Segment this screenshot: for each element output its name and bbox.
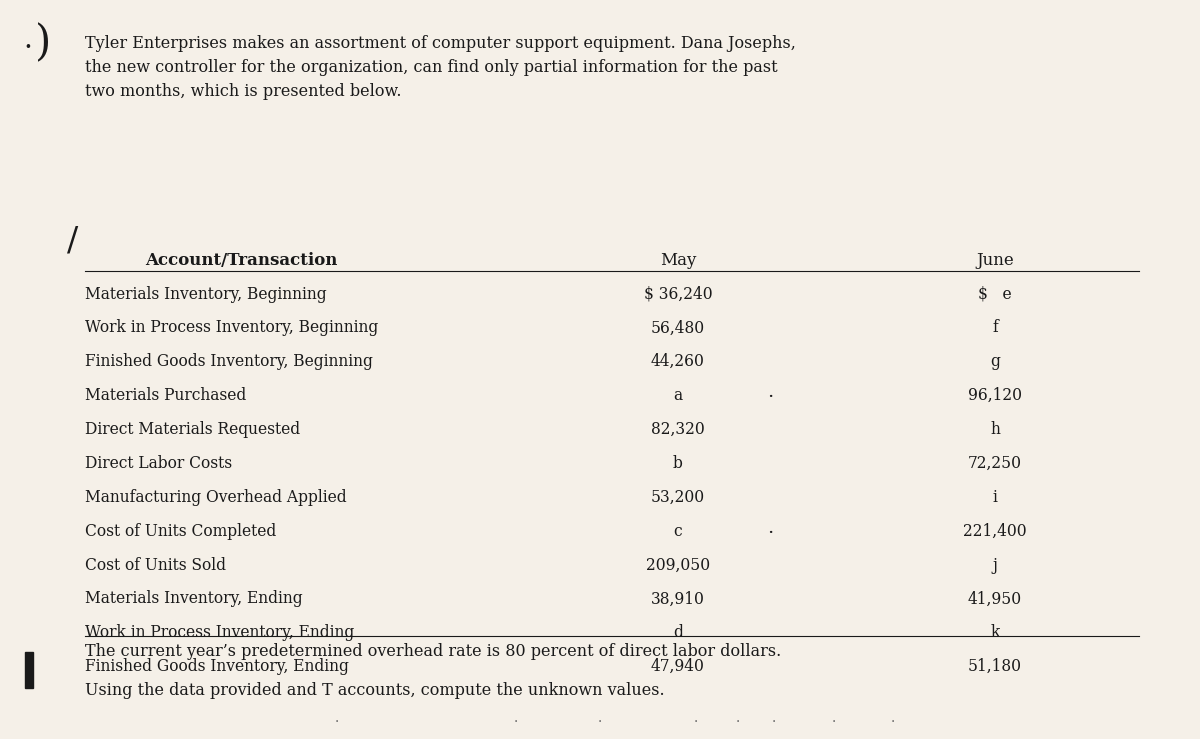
Text: May: May	[660, 252, 696, 269]
Text: k: k	[990, 624, 1000, 641]
Text: ·: ·	[694, 715, 698, 729]
Text: d: d	[673, 624, 683, 641]
Text: ·: ·	[335, 715, 338, 729]
Text: 72,250: 72,250	[968, 455, 1022, 472]
Text: 44,260: 44,260	[650, 353, 704, 370]
Text: The current year’s predetermined overhead rate is 80 percent of direct labor dol: The current year’s predetermined overhea…	[85, 644, 781, 661]
Text: Using the data provided and T accounts, compute the unknown values.: Using the data provided and T accounts, …	[85, 682, 665, 699]
Text: Direct Labor Costs: Direct Labor Costs	[85, 455, 233, 472]
Text: ·: ·	[772, 715, 775, 729]
Text: .: .	[768, 519, 774, 537]
Text: Materials Inventory, Ending: Materials Inventory, Ending	[85, 590, 302, 607]
Text: 51,180: 51,180	[968, 658, 1022, 675]
Text: 38,910: 38,910	[650, 590, 704, 607]
Text: Work in Process Inventory, Ending: Work in Process Inventory, Ending	[85, 624, 354, 641]
Text: f: f	[992, 319, 998, 336]
Text: $   e: $ e	[978, 285, 1012, 302]
Text: .: .	[768, 384, 774, 401]
Text: g: g	[990, 353, 1000, 370]
Text: a: a	[673, 387, 683, 404]
Text: i: i	[992, 488, 997, 505]
Text: Cost of Units Sold: Cost of Units Sold	[85, 556, 226, 573]
Text: ·: ·	[832, 715, 835, 729]
Text: $ 36,240: $ 36,240	[643, 285, 712, 302]
Text: 209,050: 209,050	[646, 556, 710, 573]
Text: Finished Goods Inventory, Beginning: Finished Goods Inventory, Beginning	[85, 353, 373, 370]
Text: Cost of Units Completed: Cost of Units Completed	[85, 522, 276, 539]
Text: Materials Inventory, Beginning: Materials Inventory, Beginning	[85, 285, 326, 302]
Text: /: /	[67, 226, 78, 258]
Text: Direct Materials Requested: Direct Materials Requested	[85, 421, 300, 438]
Text: ·: ·	[598, 715, 602, 729]
Bar	[25, 653, 32, 687]
Text: 47,940: 47,940	[650, 658, 704, 675]
Text: ): )	[35, 22, 52, 64]
Text: ·: ·	[514, 715, 518, 729]
Text: 96,120: 96,120	[968, 387, 1022, 404]
Text: Manufacturing Overhead Applied: Manufacturing Overhead Applied	[85, 488, 347, 505]
Text: ·: ·	[892, 715, 895, 729]
Text: June: June	[977, 252, 1014, 269]
Text: Account/Transaction: Account/Transaction	[145, 252, 337, 269]
Text: 221,400: 221,400	[964, 522, 1027, 539]
Text: 41,950: 41,950	[968, 590, 1022, 607]
Text: h: h	[990, 421, 1000, 438]
Text: j: j	[992, 556, 997, 573]
Text: 82,320: 82,320	[650, 421, 704, 438]
Text: Finished Goods Inventory, Ending: Finished Goods Inventory, Ending	[85, 658, 349, 675]
Text: ·: ·	[736, 715, 740, 729]
Text: .: .	[23, 27, 32, 54]
Text: c: c	[673, 522, 682, 539]
Text: Tyler Enterprises makes an assortment of computer support equipment. Dana Joseph: Tyler Enterprises makes an assortment of…	[85, 35, 796, 100]
Text: Materials Purchased: Materials Purchased	[85, 387, 246, 404]
Text: Work in Process Inventory, Beginning: Work in Process Inventory, Beginning	[85, 319, 378, 336]
Text: 56,480: 56,480	[650, 319, 704, 336]
Text: 53,200: 53,200	[650, 488, 704, 505]
Text: b: b	[673, 455, 683, 472]
